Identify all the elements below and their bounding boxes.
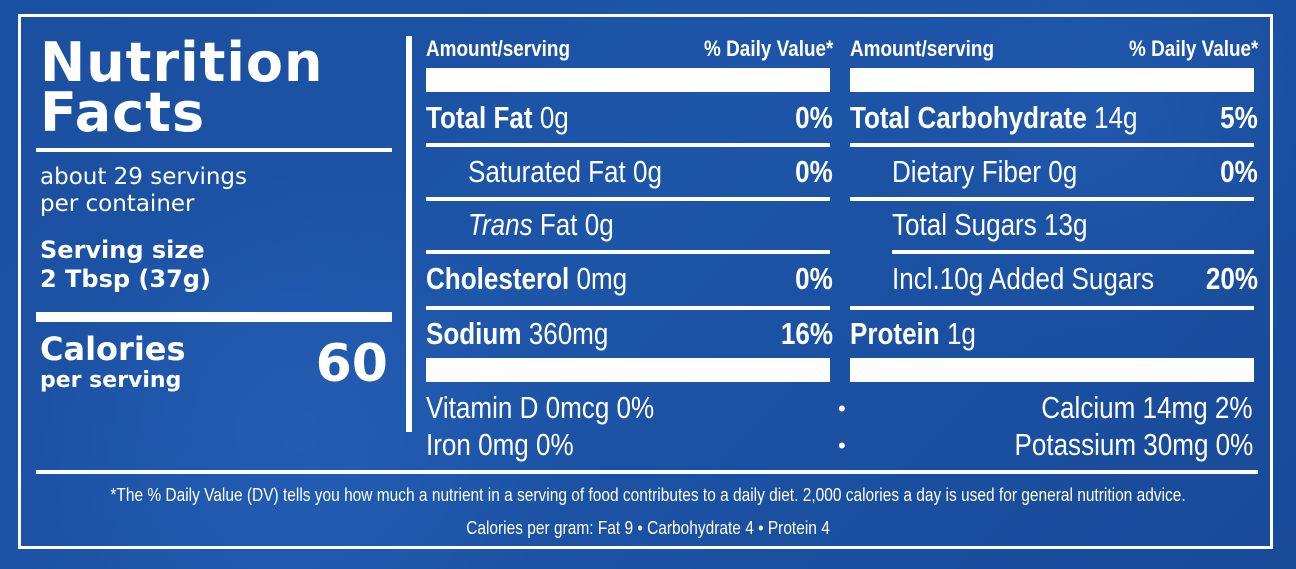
serving-size-label: Serving size: [40, 236, 205, 264]
daily-value-footnote: *The % Daily Value (DV) tells you how mu…: [110, 485, 1186, 505]
header-bar-right: [850, 68, 1254, 92]
total-sugars-name: Total Sugars: [892, 207, 1037, 242]
added-sugars-name: Incl.10g Added Sugars: [892, 261, 1155, 296]
saturated-fat-row: Saturated Fat 0g: [468, 154, 662, 190]
potassium-line: Potassium 30mg 0%: [1014, 427, 1253, 462]
total-sugars-row: Total Sugars 13g: [892, 207, 1087, 243]
cholesterol-amount: 0mg: [576, 261, 628, 296]
total-carbohydrate-dv: 5%: [1220, 100, 1258, 135]
calories-value: 60: [315, 334, 388, 394]
saturated-fat-dv: 0%: [795, 154, 833, 189]
added-sugars-dv: 20%: [1205, 261, 1258, 296]
protein-row: Protein 1g: [850, 316, 976, 352]
dietary-fiber-row: Dietary Fiber 0g: [892, 154, 1077, 190]
row-divider: [426, 250, 830, 254]
dv-header-left: % Daily Value*: [703, 36, 833, 61]
calories-per-gram-note: Calories per gram: Fat 9 • Carbohydrate …: [466, 518, 830, 538]
trans-fat-name: Trans: [468, 207, 533, 242]
row-divider: [892, 250, 1254, 254]
protein-name: Protein: [850, 316, 940, 351]
row-divider: [426, 143, 830, 147]
vitamin-separator: •: [838, 396, 846, 421]
title-divider: [36, 148, 392, 152]
amount-header-left: Amount/serving: [426, 36, 571, 61]
saturated-fat-name: Saturated Fat: [468, 154, 626, 189]
protein-amount: 1g: [946, 316, 976, 351]
sodium-dv: 16%: [780, 316, 833, 351]
row-divider: [426, 306, 830, 310]
title-line-2: Facts: [40, 81, 206, 144]
total-carbohydrate-row: Total Carbohydrate 14g: [850, 100, 1138, 136]
calories-divider: [36, 312, 392, 322]
serving-size-value: 2 Tbsp (37g): [40, 265, 211, 293]
row-divider: [850, 197, 1254, 201]
vitamin-bar-right: [850, 358, 1254, 382]
vitamin-d-line: Vitamin D 0mcg 0%: [426, 390, 655, 425]
total-sugars-amount: 13g: [1044, 207, 1088, 242]
footer-divider: [36, 470, 1258, 474]
calories-label: Calories: [40, 330, 186, 368]
vitamin-separator: •: [838, 433, 846, 458]
total-carbohydrate-amount: 14g: [1094, 100, 1138, 135]
header-bar-left: [426, 68, 830, 92]
sodium-name: Sodium: [426, 316, 522, 351]
calories-sub: per serving: [40, 368, 182, 393]
calcium-line: Calcium 14mg 2%: [1041, 390, 1253, 425]
row-divider: [850, 143, 1254, 147]
title-line-1: Nutrition: [40, 31, 324, 94]
row-divider: [426, 197, 830, 201]
total-fat-amount: 0g: [539, 100, 569, 135]
trans-fat-row: Trans Fat 0g: [468, 207, 614, 243]
sodium-row: Sodium 360mg: [426, 316, 608, 352]
row-divider: [850, 306, 1254, 310]
iron-line: Iron 0mg 0%: [426, 427, 574, 462]
saturated-fat-amount: 0g: [633, 154, 663, 189]
total-fat-dv: 0%: [795, 100, 833, 135]
dietary-fiber-name: Dietary Fiber: [892, 154, 1042, 189]
servings-line-2: per container: [40, 191, 195, 217]
total-fat-row: Total Fat 0g: [426, 100, 569, 136]
cholesterol-name: Cholesterol: [426, 261, 570, 296]
cholesterol-dv: 0%: [795, 261, 833, 296]
trans-fat-amount: Fat 0g: [539, 207, 614, 242]
added-sugars-row: Incl.10g Added Sugars: [892, 261, 1154, 297]
sodium-amount: 360mg: [528, 316, 609, 351]
label-frame: [18, 14, 1273, 549]
total-carbohydrate-name: Total Carbohydrate: [850, 100, 1087, 135]
servings-line-1: about 29 servings: [40, 164, 247, 190]
column-divider: [406, 36, 412, 432]
dietary-fiber-amount: 0g: [1048, 154, 1078, 189]
amount-header-right: Amount/serving: [850, 36, 995, 61]
dv-header-right: % Daily Value*: [1128, 36, 1258, 61]
total-fat-name: Total Fat: [426, 100, 533, 135]
vitamin-bar-left: [426, 358, 830, 382]
dietary-fiber-dv: 0%: [1220, 154, 1258, 189]
cholesterol-row: Cholesterol 0mg: [426, 261, 627, 297]
